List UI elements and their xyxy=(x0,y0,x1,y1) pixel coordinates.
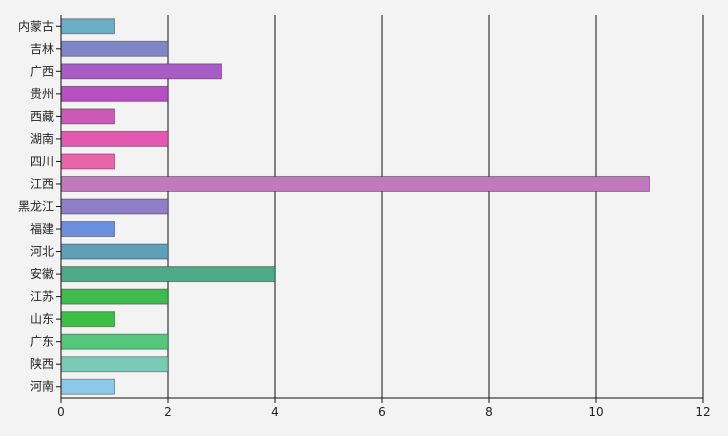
bar-12 xyxy=(60,266,276,283)
category-label: 江苏 xyxy=(30,290,54,304)
category-label: 四川 xyxy=(30,154,54,168)
category-label: 江西 xyxy=(30,177,54,191)
category-label: 贵州 xyxy=(30,87,54,101)
category-label: 河南 xyxy=(30,379,54,394)
bar-4 xyxy=(60,85,169,102)
category-label: 安徽 xyxy=(30,266,54,281)
bar-14 xyxy=(60,311,115,328)
bar-2 xyxy=(60,40,169,57)
category-label: 广东 xyxy=(30,335,54,349)
x-tick-label: 2 xyxy=(164,405,172,419)
category-label: 吉林 xyxy=(30,42,54,56)
axes xyxy=(56,15,704,403)
x-tick-label: 8 xyxy=(485,405,493,419)
bar-3 xyxy=(60,63,222,80)
bar-13 xyxy=(60,288,169,305)
bars xyxy=(60,18,650,395)
category-label: 山东 xyxy=(30,312,54,326)
x-tick-label: 10 xyxy=(588,405,603,419)
bar-1 xyxy=(60,18,115,35)
x-tick-label: 6 xyxy=(378,405,386,419)
category-label: 内蒙古 xyxy=(18,18,54,33)
x-tick-label: 4 xyxy=(271,405,279,419)
x-tick-label: 0 xyxy=(57,405,65,419)
category-label: 湖南 xyxy=(30,131,54,146)
category-label: 西藏 xyxy=(30,109,54,123)
category-label: 广西 xyxy=(30,64,54,78)
category-label: 陕西 xyxy=(30,356,54,371)
x-tick-label: 12 xyxy=(695,405,710,419)
bar-5 xyxy=(60,108,115,125)
category-label: 黑龙江 xyxy=(18,200,54,214)
grid-lines xyxy=(167,15,704,398)
bar-16 xyxy=(60,356,169,373)
bar-10 xyxy=(60,221,115,238)
bar-7 xyxy=(60,153,115,170)
bar-15 xyxy=(60,333,169,350)
bar-11 xyxy=(60,243,169,260)
bar-17 xyxy=(60,378,115,395)
category-label: 福建 xyxy=(30,221,54,236)
bar-8 xyxy=(60,175,650,192)
labels: 0 2 4 6 8 10 12 内蒙古吉林广西贵州西藏湖南四川江西黑龙江福建河北安徽江苏山东广… xyxy=(18,18,711,419)
bar-6 xyxy=(60,130,169,147)
bar-9 xyxy=(60,198,169,215)
category-label: 河北 xyxy=(30,245,54,259)
